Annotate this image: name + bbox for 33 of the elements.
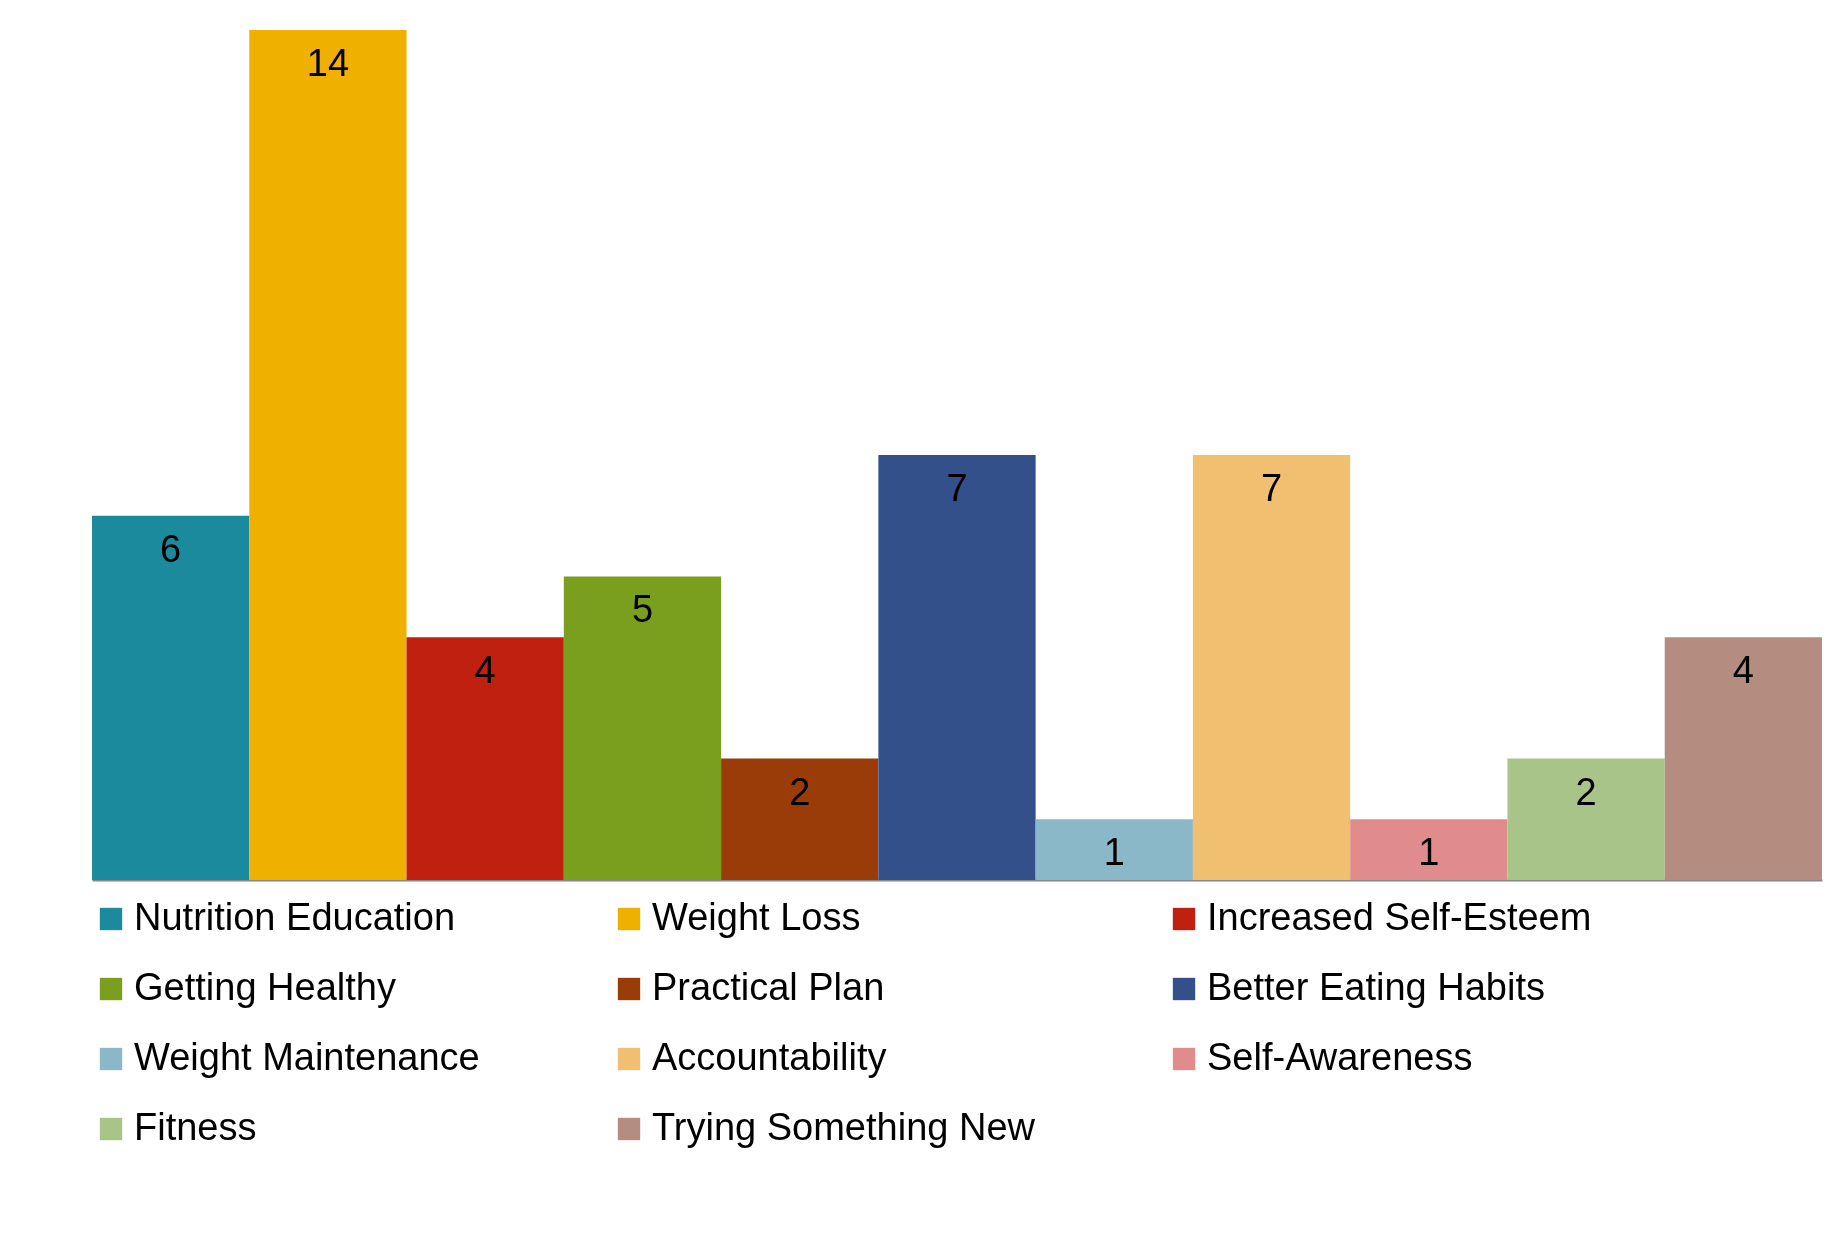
legend-label: Increased Self-Esteem [1207,896,1592,938]
bar [563,576,722,880]
legend-label: Fitness [134,1106,257,1148]
bar [721,758,879,880]
data-label: 2 [1575,770,1597,813]
bar [1350,819,1508,880]
legend-label: Self-Awareness [1207,1036,1473,1078]
data-label: 1 [1418,831,1440,874]
bar [1035,819,1193,880]
data-label: 7 [946,467,968,509]
legend-label: Accountability [652,1036,887,1078]
bar [1192,455,1351,880]
legend-label: Better Eating Habits [1207,966,1545,1008]
bar [406,637,564,880]
data-label: 5 [631,588,654,631]
data-label: 6 [160,527,182,570]
legend-label: Getting Healthy [134,966,396,1008]
bar [92,515,250,880]
legend-label: Trying Something New [652,1106,1036,1148]
bar [249,30,407,880]
data-label: 1 [1103,831,1125,874]
legend-label: Weight Maintenance [134,1036,480,1078]
legend-label: Practical Plan [652,966,885,1008]
bar [1507,758,1665,880]
data-label: 4 [1732,649,1754,692]
data-label: 7 [1260,467,1283,509]
bar [1664,637,1822,880]
data-label: 14 [306,42,350,84]
data-label: 2 [789,770,811,813]
bar [878,455,1036,880]
legend-label: Nutrition Education [134,896,456,938]
data-label: 4 [474,649,496,692]
legend-label: Weight Loss [652,896,861,938]
